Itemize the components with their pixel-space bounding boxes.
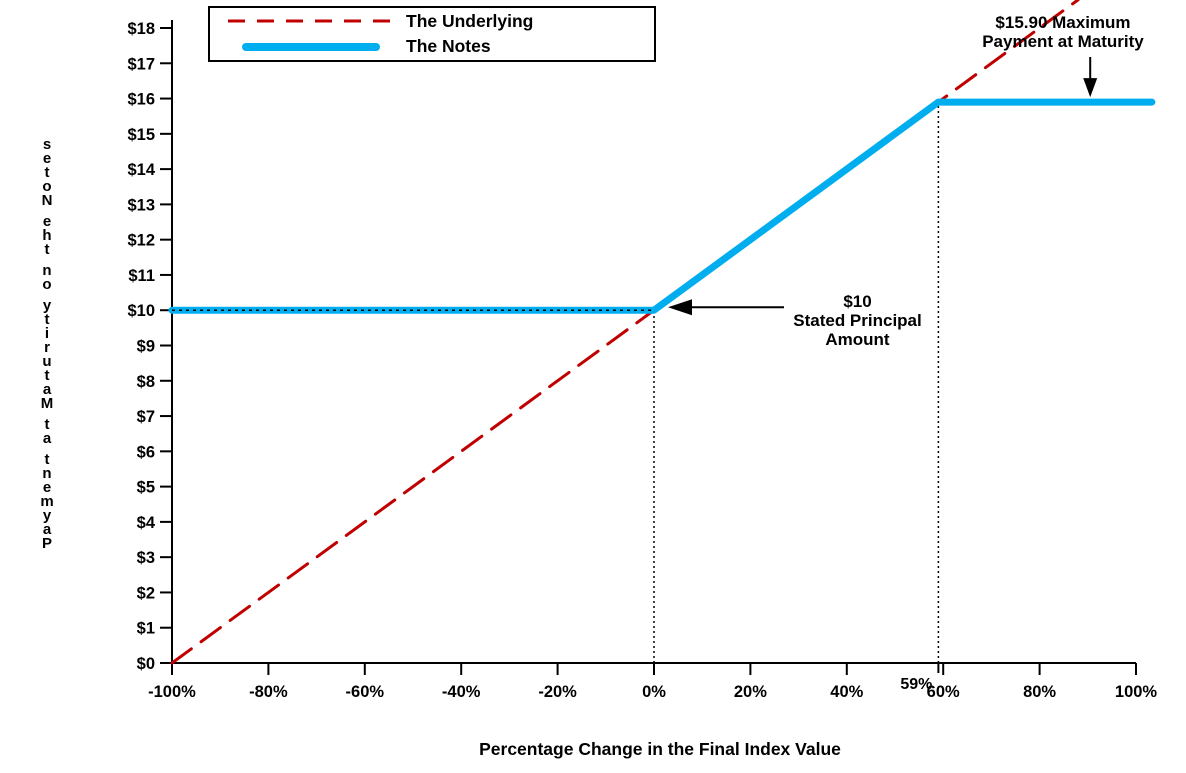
y-axis-title-char: e	[42, 479, 52, 496]
y-axis-title-char: t	[44, 367, 50, 384]
y-tick-label: $4	[137, 514, 156, 532]
y-tick-label: $12	[127, 232, 155, 250]
y-axis-title-char: P	[41, 535, 52, 552]
y-tick-label: $6	[137, 443, 155, 461]
y-axis-title-char: o	[42, 178, 52, 195]
y-tick-label: $14	[127, 161, 155, 179]
annotation-principal-line3: Amount	[825, 330, 890, 349]
y-axis-title-char: y	[42, 507, 52, 524]
y-axis-title-char: n	[42, 465, 52, 482]
notes-line-sample	[242, 42, 380, 51]
y-axis-title-char: a	[42, 430, 52, 447]
y-tick-label: $8	[137, 373, 155, 391]
y-tick-label: $7	[137, 408, 155, 426]
y-tick-label: $17	[127, 55, 155, 73]
series-line-the-notes	[168, 98, 1156, 314]
y-tick-label: $13	[127, 196, 155, 214]
x-tick-label: 100%	[1115, 683, 1158, 701]
y-axis-title-char: r	[44, 339, 50, 356]
y-axis-title-char: M	[40, 395, 54, 412]
x-tick-label: -80%	[249, 683, 288, 701]
y-axis-title-char: o	[42, 276, 52, 293]
annotation-maximum-line2: Payment at Maturity	[982, 32, 1144, 51]
x-tick-label: 80%	[1023, 683, 1056, 701]
y-tick-label: $1	[137, 620, 155, 638]
y-axis-title-char: h	[42, 227, 52, 244]
y-axis-title-char: t	[44, 241, 50, 258]
y-tick-label: $11	[128, 267, 155, 285]
legend-item-notes: The Notes	[210, 35, 654, 59]
y-tick-label: $16	[127, 91, 155, 109]
y-axis-title-char: u	[42, 353, 52, 370]
annotation-principal-line2: Stated Principal	[793, 311, 922, 330]
x-tick-label: -60%	[346, 683, 385, 701]
legend-label-notes: The Notes	[406, 36, 491, 57]
y-axis-title-char: y	[42, 297, 52, 314]
legend-box: The Underlying The Notes	[208, 6, 656, 62]
y-tick-label: $2	[137, 584, 155, 602]
y-axis-title-char: N	[41, 192, 53, 209]
annotation-stated-principal: $10 Stated Principal Amount	[770, 292, 945, 349]
y-axis-title-char: m	[40, 493, 54, 510]
y-axis-title-char: s	[42, 136, 52, 153]
x-extra-tick-label: 59%	[900, 676, 932, 693]
legend-label-underlying: The Underlying	[406, 10, 534, 31]
x-tick-label: 20%	[734, 683, 767, 701]
legend-item-underlying: The Underlying	[210, 9, 654, 33]
x-tick-label: 0%	[642, 683, 666, 701]
y-axis-title-char: i	[44, 325, 50, 342]
x-tick-label: -20%	[538, 683, 577, 701]
left-arrow-head-icon	[668, 299, 692, 316]
y-axis-title-char: n	[42, 262, 52, 279]
annotation-maximum-line1: $15.90 Maximum	[995, 13, 1131, 32]
underlying-line-sample	[228, 19, 390, 23]
y-tick-label: $18	[127, 20, 155, 38]
down-arrow-head-icon	[1083, 78, 1098, 98]
x-tick-label: -100%	[148, 683, 196, 701]
y-axis-title-char: e	[42, 150, 52, 167]
y-tick-label: $3	[137, 549, 155, 567]
y-tick-label: $5	[137, 479, 155, 497]
y-axis-title-char: t	[44, 311, 50, 328]
y-axis-title-char: e	[42, 213, 52, 230]
y-tick-label: $0	[137, 655, 155, 673]
y-tick-label: $10	[127, 302, 155, 320]
y-axis-title-char: t	[44, 451, 50, 468]
annotation-principal-line1: $10	[843, 292, 872, 311]
x-tick-label: 40%	[830, 683, 863, 701]
annotation-maximum-payment: $15.90 Maximum Payment at Maturity	[958, 13, 1168, 51]
y-axis-title-char: t	[44, 164, 50, 181]
x-axis-title: Percentage Change in the Final Index Val…	[479, 739, 841, 759]
y-tick-label: $15	[127, 126, 155, 144]
y-axis-title-char: t	[44, 416, 50, 433]
x-tick-label: 60%	[927, 683, 960, 701]
y-tick-label: $9	[137, 338, 155, 356]
y-axis-title-char: a	[42, 381, 52, 398]
y-axis-title-char: a	[42, 521, 52, 538]
x-tick-label: -40%	[442, 683, 481, 701]
